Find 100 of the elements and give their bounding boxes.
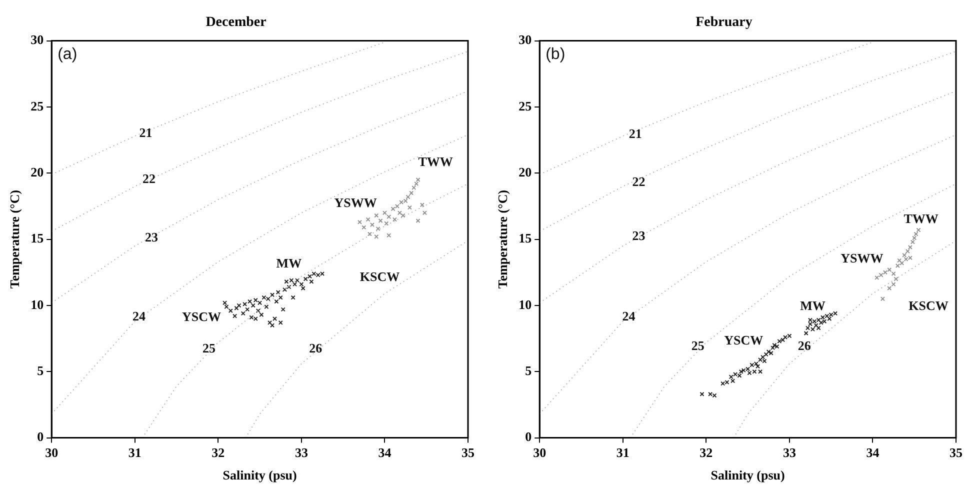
annotation: 22 <box>142 171 156 186</box>
x-tick-label: 35 <box>462 444 475 460</box>
point <box>766 350 771 354</box>
point <box>248 299 252 304</box>
point <box>422 210 427 216</box>
point <box>250 303 256 308</box>
annotation: YSCW <box>182 308 222 324</box>
point <box>887 286 892 291</box>
x-tick-label: 32 <box>700 444 713 460</box>
point <box>376 226 380 231</box>
point <box>403 198 408 204</box>
point <box>299 282 304 287</box>
point <box>266 296 270 302</box>
x-tick-label: 34 <box>866 444 880 460</box>
point <box>362 225 366 230</box>
point <box>816 318 821 322</box>
point <box>222 300 228 306</box>
annotation: 26 <box>798 338 812 353</box>
point <box>272 316 278 321</box>
point <box>378 218 383 224</box>
point <box>382 210 387 216</box>
annotation: 22 <box>632 174 646 189</box>
point <box>386 233 392 238</box>
x-tick-label: 35 <box>950 444 963 460</box>
point <box>708 392 713 396</box>
point <box>400 213 406 218</box>
point <box>733 372 738 377</box>
point <box>236 303 242 308</box>
point <box>282 287 288 292</box>
annotation: KSCW <box>908 298 948 314</box>
point <box>420 202 424 208</box>
point <box>902 252 907 258</box>
annotation: 21 <box>139 124 152 140</box>
annotation: (a) <box>58 46 78 64</box>
point <box>416 218 420 224</box>
y-tick-label: 10 <box>30 296 44 312</box>
chart-title: December <box>206 15 266 30</box>
point <box>259 312 264 317</box>
point <box>264 304 269 310</box>
point <box>777 338 782 344</box>
annotation: YSWW <box>334 194 377 210</box>
x-tick-label: 31 <box>616 444 630 460</box>
point <box>406 194 410 200</box>
point <box>827 316 832 321</box>
point <box>887 267 892 272</box>
point <box>878 272 884 278</box>
point <box>812 319 817 324</box>
y-tick-label: 30 <box>30 32 44 48</box>
y-tick-label: 25 <box>30 98 44 114</box>
point <box>880 296 885 302</box>
point <box>758 357 763 362</box>
point <box>245 307 250 312</box>
point <box>386 214 392 220</box>
point <box>904 256 908 262</box>
point <box>908 256 912 260</box>
y-tick-label: 15 <box>518 230 532 246</box>
y-tick-label: 20 <box>30 164 44 180</box>
annotation: 24 <box>622 308 636 324</box>
annotation: KSCW <box>360 269 400 284</box>
point <box>232 314 238 318</box>
point <box>390 206 396 212</box>
point <box>228 308 233 314</box>
point <box>290 295 296 300</box>
x-axis-title: Salinity (psu) <box>222 468 297 483</box>
point <box>720 381 726 386</box>
point <box>814 323 818 328</box>
point <box>240 311 246 316</box>
point <box>409 190 414 196</box>
point <box>752 369 757 374</box>
point <box>224 304 229 310</box>
point <box>772 342 777 348</box>
point <box>253 298 258 302</box>
point <box>234 306 239 310</box>
point <box>758 369 763 374</box>
point <box>741 368 746 373</box>
point <box>810 327 816 332</box>
point <box>270 323 275 328</box>
point <box>300 286 306 291</box>
point <box>262 295 266 300</box>
point <box>276 290 280 294</box>
annotation: MW <box>800 298 826 314</box>
chart-title: February <box>696 15 752 30</box>
point <box>780 338 786 342</box>
point <box>268 320 272 325</box>
annotation: 25 <box>691 338 705 353</box>
point <box>367 232 372 236</box>
point <box>399 200 404 205</box>
point <box>754 361 758 366</box>
x-axis-title: Salinity (psu) <box>710 468 785 483</box>
point <box>370 222 374 228</box>
y-tick-label: 15 <box>30 230 44 246</box>
x-tick-label: 33 <box>294 444 308 460</box>
point <box>286 284 292 290</box>
point <box>249 315 254 320</box>
point <box>747 370 752 376</box>
point <box>416 177 420 182</box>
point <box>312 271 316 276</box>
point <box>724 380 730 384</box>
annotation: 23 <box>145 229 159 244</box>
point <box>908 244 912 250</box>
